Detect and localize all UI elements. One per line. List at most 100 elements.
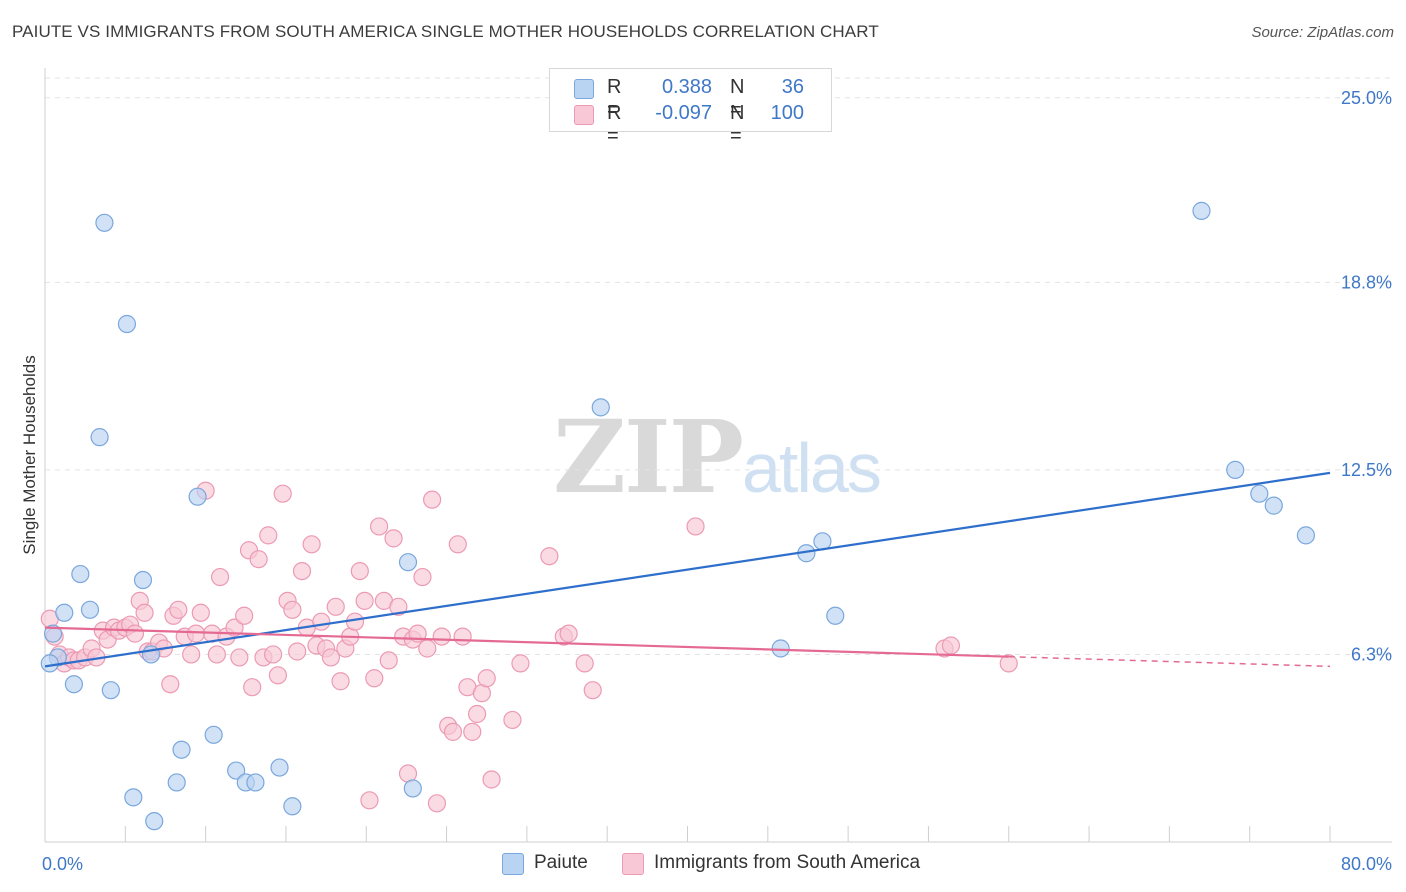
watermark-zip: ZIP (553, 398, 744, 516)
paiute-point (771, 639, 790, 658)
r-value: 0.388 (661, 76, 712, 98)
paiute-point (591, 398, 610, 417)
immigrants-point (448, 535, 467, 554)
immigrants-point (230, 648, 249, 667)
paiute-point (124, 788, 143, 807)
paiute-point (55, 603, 74, 622)
immigrants-point (427, 794, 447, 813)
chart-title: PAIUTE VS IMMIGRANTS FROM SOUTH AMERICA … (12, 22, 879, 41)
immigrants-point (268, 666, 288, 685)
immigrants-point (482, 770, 501, 789)
paiute-point (95, 213, 114, 232)
y-tick-label: 12.5% (1341, 460, 1392, 480)
paiute-swatch (502, 853, 524, 875)
paiute-point (398, 553, 418, 572)
n-value: 36 (781, 76, 804, 98)
legend-label: Paiute (534, 852, 588, 873)
immigrants-point (263, 645, 283, 664)
paiute-point (1250, 484, 1269, 503)
y-tick-label: 6.3% (1351, 644, 1392, 664)
immigrants-swatch (574, 105, 594, 125)
immigrants-point (477, 669, 496, 688)
x-tick-label: 80.0% (1341, 854, 1392, 874)
immigrants-point (182, 645, 201, 664)
immigrants-point (292, 561, 312, 581)
paiute-point (145, 812, 164, 831)
immigrants-point (207, 645, 226, 664)
paiute-point (1192, 201, 1211, 220)
n-value: 100 (770, 102, 804, 124)
immigrants-point (559, 624, 578, 643)
immigrants-point (418, 639, 437, 658)
correlation-legend: R = 0.388 N = 36 R = -0.097 N = 100 (549, 68, 832, 147)
immigrants-point (360, 791, 379, 810)
immigrants-point (191, 603, 210, 622)
immigrants-point (125, 624, 145, 643)
y-tick-label: 18.8% (1341, 272, 1392, 292)
paiute-point (40, 654, 59, 673)
r-value: -0.097 (655, 102, 712, 124)
paiute-point (90, 428, 109, 447)
immigrants-point (379, 651, 398, 670)
x-tick-label: 0.0% (42, 854, 83, 874)
immigrants-point (302, 535, 321, 554)
immigrants-point (355, 591, 374, 610)
immigrants-point (259, 526, 278, 545)
immigrants-trend-line (44, 626, 1009, 658)
paiute-point (826, 606, 845, 625)
immigrants-point (941, 636, 961, 655)
source-label: Source: ZipAtlas.com (1251, 24, 1394, 41)
immigrants-point (273, 484, 292, 503)
immigrants-point (389, 597, 408, 616)
paiute-trend-line (44, 471, 1331, 668)
immigrants-point (249, 550, 268, 569)
immigrants-point (503, 710, 522, 730)
watermark: ZIPatlas (553, 398, 882, 516)
r-label: R = (607, 102, 622, 147)
immigrants-point (999, 654, 1018, 673)
immigrants-point (370, 517, 389, 536)
paiute-point (71, 564, 90, 584)
immigrants-point (583, 681, 602, 700)
immigrants-point (443, 722, 463, 741)
paiute-point (1296, 526, 1316, 545)
immigrants-point (169, 600, 188, 619)
paiute-point (403, 779, 422, 798)
immigrants-point (210, 567, 230, 587)
paiute-point (283, 797, 302, 816)
paiute-point (43, 624, 63, 643)
immigrants-point (235, 606, 254, 625)
r-label: R = (607, 76, 622, 121)
n-label: N = (730, 76, 745, 121)
y-tick-label: 25.0% (1341, 88, 1392, 108)
paiute-point (172, 740, 191, 759)
immigrants-point (432, 627, 451, 646)
paiute-point (204, 725, 223, 744)
immigrants-point (540, 547, 559, 566)
immigrants-point (384, 529, 403, 548)
immigrants-point (413, 567, 432, 587)
paiute-point (188, 487, 207, 506)
immigrants-point (283, 600, 302, 619)
paiute-point (101, 681, 120, 700)
immigrants-point (186, 624, 206, 643)
y-axis-label: Single Mother Households (20, 355, 39, 555)
immigrants-point (288, 642, 307, 661)
immigrants-point (463, 722, 482, 741)
paiute-point (117, 314, 137, 334)
immigrants-point (511, 654, 530, 673)
immigrants-point (312, 612, 331, 631)
paiute-point (80, 600, 100, 619)
paiute-swatch (574, 79, 594, 99)
paiute-point (1226, 460, 1245, 479)
immigrants-point (575, 654, 594, 673)
watermark-atlas: atlas (741, 429, 882, 507)
immigrants-point (225, 618, 244, 637)
paiute-point (227, 761, 246, 780)
immigrants-point (453, 627, 472, 646)
immigrants-point (686, 517, 705, 536)
paiute-point (813, 532, 832, 551)
paiute-point (133, 570, 153, 590)
paiute-point (270, 758, 289, 777)
